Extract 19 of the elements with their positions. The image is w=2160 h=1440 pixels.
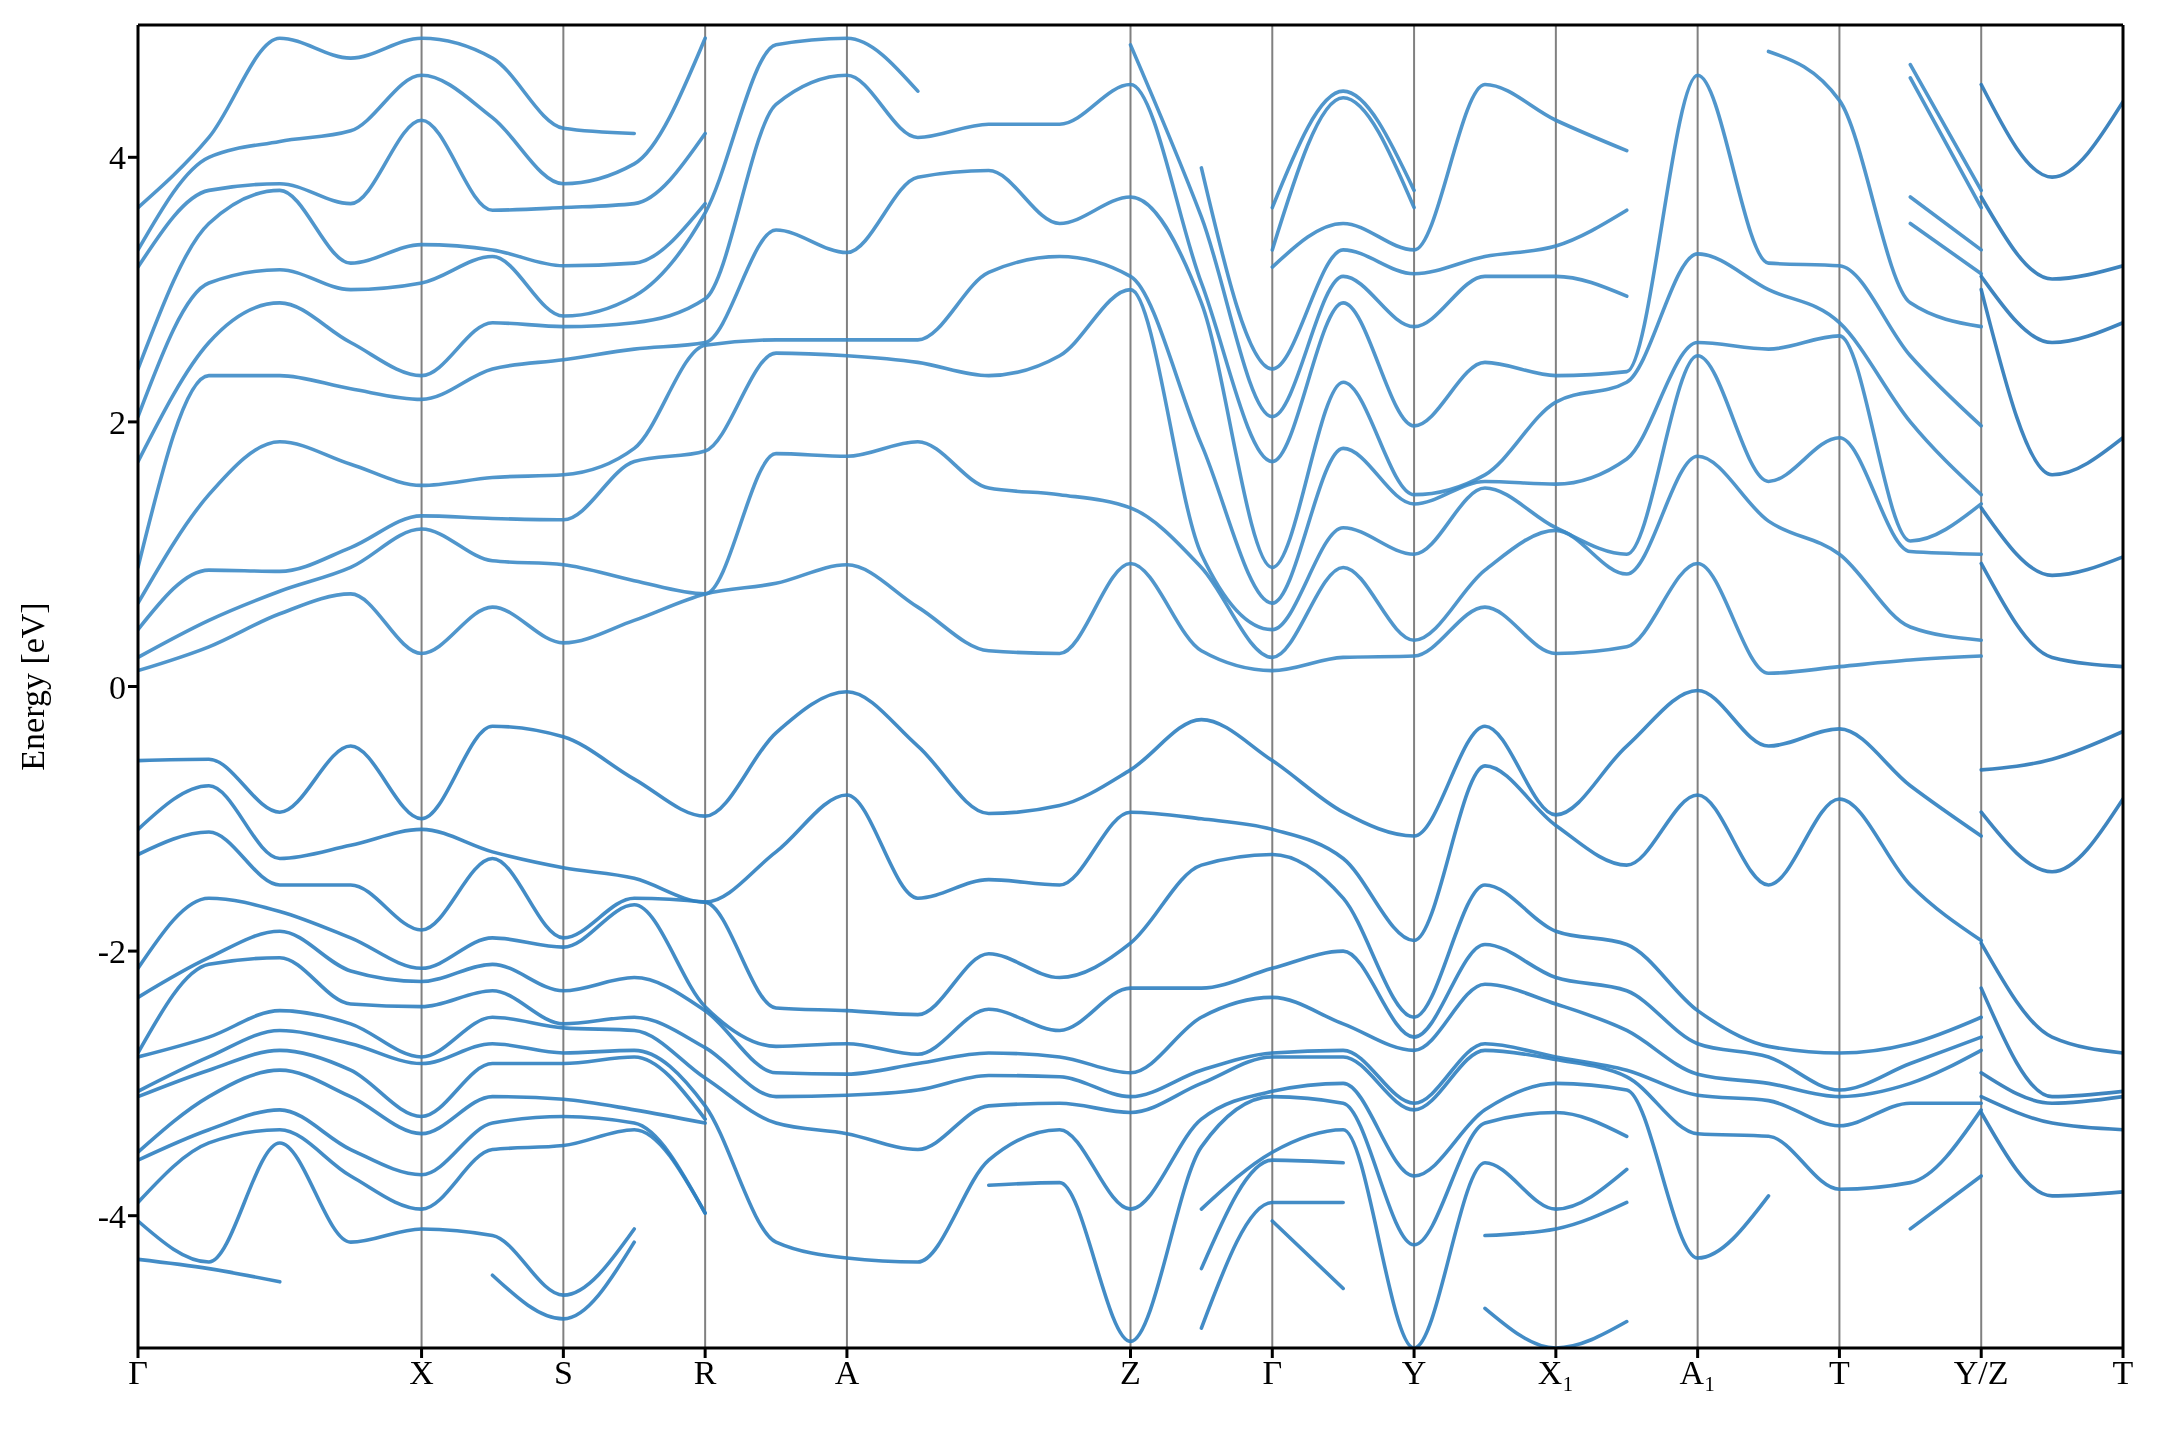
- x-tick-label: Γ: [128, 1354, 148, 1392]
- x-tick-label: Z: [1120, 1354, 1141, 1392]
- x-tick-label: Γ: [1262, 1354, 1283, 1392]
- x-tick-label: A₁: [1679, 1354, 1716, 1392]
- y-tick-label: -2: [97, 933, 126, 971]
- x-tick-label: A: [834, 1354, 860, 1392]
- y-tick-label: 4: [109, 139, 126, 177]
- x-tick-label: Y/Z: [1953, 1354, 2009, 1392]
- x-tick-label: T: [1829, 1354, 1851, 1392]
- x-tick-label: S: [553, 1354, 573, 1392]
- y-tick-label: -4: [97, 1197, 126, 1235]
- y-axis-title: Energy [eV]: [14, 602, 52, 771]
- y-tick-label: 0: [109, 668, 126, 706]
- x-tick-label: X₁: [1537, 1354, 1575, 1392]
- x-tick-label: X: [409, 1354, 434, 1392]
- x-tick-label: Y: [1401, 1354, 1427, 1392]
- y-tick-label: 2: [109, 403, 126, 441]
- x-tick-label: T: [2112, 1354, 2134, 1392]
- x-tick-label: R: [693, 1354, 717, 1392]
